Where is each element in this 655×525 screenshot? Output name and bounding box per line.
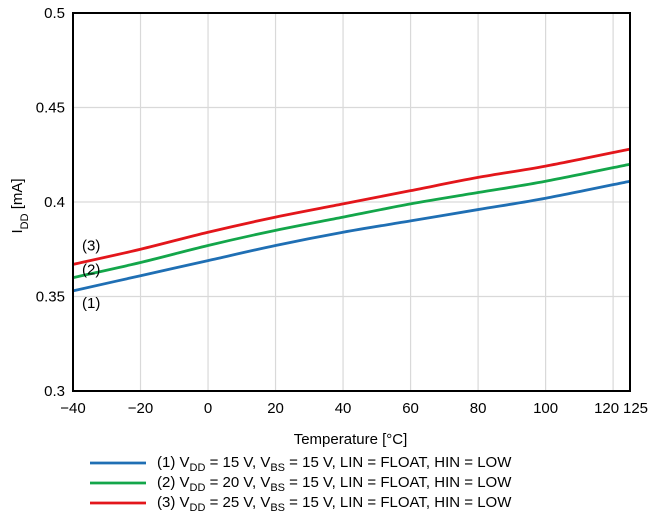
curve-label: (3): [82, 237, 100, 254]
y-tick-label: 0.4: [44, 194, 65, 211]
x-tick-label: 120: [594, 400, 619, 417]
legend-entry: (3) VDD = 25 V, VBS = 15 V, LIN = FLOAT,…: [157, 494, 512, 514]
x-tick-label: −40: [60, 400, 85, 417]
y-axis-label-sub: DD: [19, 213, 31, 229]
series-line: [72, 147, 631, 266]
series-line: [72, 179, 631, 293]
plot-frame: [72, 12, 631, 392]
x-tick-label: 0: [204, 400, 212, 417]
x-tick-labels: −40 −20 0 20 40 60 80 100 120 125: [60, 400, 648, 417]
y-tick-labels: 0.3 0.35 0.4 0.45 0.5: [36, 5, 65, 400]
legend-entry-part: = 20 V, V: [205, 474, 270, 491]
curve-label: (2): [82, 262, 100, 279]
y-axis-label-unit: [mA]: [9, 178, 26, 213]
x-tick-label: 80: [470, 400, 487, 417]
curve-labels: (1) (2) (3): [82, 237, 100, 311]
y-tick-label: 0.3: [44, 383, 65, 400]
y-axis-label: IDD [mA]: [9, 178, 31, 233]
y-tick-label: 0.35: [36, 289, 65, 306]
legend-entry: (2) VDD = 20 V, VBS = 15 V, LIN = FLOAT,…: [157, 474, 512, 494]
x-tick-label: 60: [402, 400, 419, 417]
x-axis-label: Temperature [°C]: [294, 431, 408, 448]
legend-entry-part: = 25 V, V: [205, 494, 270, 511]
legend-entry-part: (2) V: [157, 474, 190, 491]
y-axis-label-main: I: [9, 229, 26, 233]
legend-entry-part: = 15 V, V: [205, 454, 270, 471]
legend-entry-part: (1) V: [157, 454, 190, 471]
legend-entry: (1) VDD = 15 V, VBS = 15 V, LIN = FLOAT,…: [157, 454, 512, 474]
y-tick-label: 0.5: [44, 5, 65, 22]
legend: (1) VDD = 15 V, VBS = 15 V, LIN = FLOAT,…: [90, 454, 512, 514]
grid: [73, 13, 630, 391]
legend-entry-part: BS: [270, 502, 285, 514]
x-tick-label: 40: [335, 400, 352, 417]
x-tick-label: −20: [128, 400, 153, 417]
legend-entry-part: DD: [190, 482, 206, 494]
legend-entry-part: = 15 V, LIN = FLOAT, HIN = LOW: [285, 474, 512, 491]
legend-entry-part: BS: [270, 462, 285, 474]
legend-entry-part: DD: [190, 462, 206, 474]
x-tick-label: 100: [533, 400, 558, 417]
legend-entry-part: BS: [270, 482, 285, 494]
series-lines: [72, 147, 631, 293]
x-tick-label: 20: [267, 400, 284, 417]
legend-entry-part: = 15 V, LIN = FLOAT, HIN = LOW: [285, 494, 512, 511]
legend-entry-part: = 15 V, LIN = FLOAT, HIN = LOW: [285, 454, 512, 471]
series-line: [72, 162, 631, 279]
legend-entry-part: (3) V: [157, 494, 190, 511]
curve-label: (1): [82, 295, 100, 312]
y-tick-label: 0.45: [36, 100, 65, 117]
legend-entry-part: DD: [190, 502, 206, 514]
x-tick-label: 125: [623, 400, 648, 417]
